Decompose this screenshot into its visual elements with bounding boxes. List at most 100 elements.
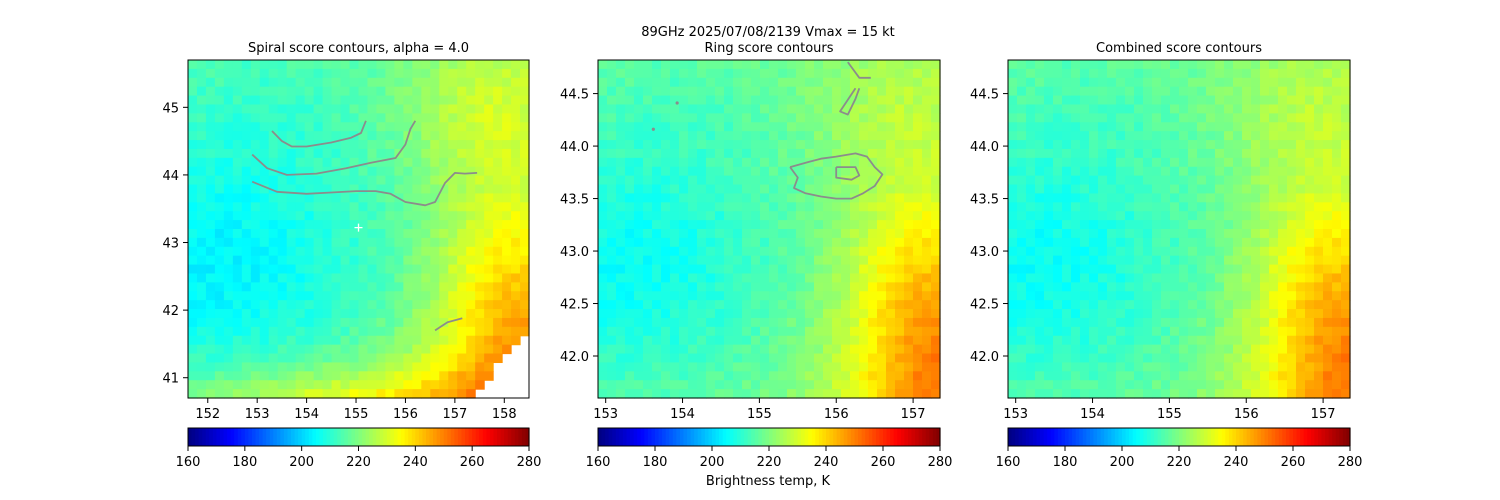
heatmap-cell xyxy=(598,389,608,399)
heatmap-cell xyxy=(1017,175,1027,186)
heatmap-cell xyxy=(412,264,422,275)
heatmap-cell xyxy=(1143,246,1153,257)
heatmap-cell xyxy=(1098,282,1108,292)
heatmap-cell xyxy=(268,380,279,390)
heatmap-cell xyxy=(724,131,734,141)
heatmap-cell xyxy=(223,175,234,186)
heatmap-cell xyxy=(277,68,288,79)
heatmap-cell xyxy=(1107,309,1117,319)
heatmap-cell xyxy=(394,166,404,177)
heatmap-cell xyxy=(1134,193,1144,203)
heatmap-cell xyxy=(304,184,315,195)
heatmap-cell xyxy=(670,246,680,257)
colorbar-tick-label: 200 xyxy=(289,455,314,470)
x-tick-label: 156 xyxy=(393,407,418,422)
heatmap-cell xyxy=(223,317,234,328)
heatmap-cell xyxy=(1251,264,1261,275)
heatmap-cell xyxy=(313,166,324,177)
heatmap-cell xyxy=(1233,60,1243,70)
heatmap-cell xyxy=(751,362,761,372)
heatmap-cell xyxy=(493,104,503,114)
heatmap-cell xyxy=(859,300,869,310)
heatmap-cell xyxy=(1197,166,1207,177)
heatmap-cell xyxy=(715,211,725,221)
heatmap-cell xyxy=(403,362,413,372)
heatmap-cell xyxy=(1242,371,1252,381)
heatmap-cell xyxy=(778,326,788,337)
heatmap-cell xyxy=(634,211,644,221)
heatmap-cell xyxy=(214,175,225,186)
heatmap-cell xyxy=(1188,317,1198,328)
heatmap-cell xyxy=(241,175,252,186)
heatmap-cell xyxy=(1116,309,1126,319)
heatmap-cell xyxy=(643,371,653,381)
heatmap-cell xyxy=(598,344,608,355)
heatmap-cell xyxy=(313,282,324,292)
heatmap-cell xyxy=(1260,193,1270,203)
heatmap-cell xyxy=(895,104,905,114)
heatmap-cell xyxy=(502,122,512,132)
heatmap-cell xyxy=(349,122,360,132)
heatmap-cell xyxy=(787,131,797,141)
heatmap-cell xyxy=(295,309,306,319)
heatmap-cell xyxy=(268,122,279,132)
heatmap-cell xyxy=(634,380,644,390)
heatmap-cell xyxy=(823,380,833,390)
colorbar-segment xyxy=(776,428,781,446)
heatmap-cell xyxy=(1134,300,1144,310)
heatmap-cell xyxy=(1251,344,1261,355)
heatmap-cell xyxy=(760,335,770,346)
heatmap-cell xyxy=(241,95,252,106)
heatmap-cell xyxy=(751,282,761,292)
heatmap-cell xyxy=(1260,113,1270,123)
heatmap-cell xyxy=(688,175,698,186)
heatmap-cell xyxy=(1224,202,1234,212)
heatmap-cell xyxy=(268,113,279,123)
heatmap-cell xyxy=(1017,157,1027,168)
heatmap-cell xyxy=(250,86,261,97)
heatmap-cell xyxy=(823,140,833,150)
heatmap-cell xyxy=(475,229,485,239)
heatmap-cell xyxy=(715,282,725,292)
heatmap-cell xyxy=(1152,148,1162,159)
heatmap-cell xyxy=(688,273,698,283)
heatmap-cell xyxy=(340,148,351,159)
heatmap-cell xyxy=(421,211,431,221)
heatmap-cell xyxy=(895,291,905,301)
heatmap-cell xyxy=(1323,300,1333,310)
heatmap-cell xyxy=(796,371,806,381)
heatmap-cell xyxy=(1260,380,1270,390)
heatmap-cell xyxy=(625,353,635,364)
heatmap-cell xyxy=(304,148,315,159)
heatmap-cell xyxy=(502,211,512,221)
heatmap-cell xyxy=(1170,140,1180,150)
colorbar-segment xyxy=(415,428,420,446)
heatmap-cell xyxy=(1215,77,1225,88)
heatmap-cell xyxy=(805,300,815,310)
heatmap-cell xyxy=(1296,335,1306,346)
heatmap-cell xyxy=(205,166,216,177)
heatmap-cell xyxy=(1179,282,1189,292)
heatmap-cell xyxy=(1080,86,1090,97)
colorbar-segment xyxy=(195,428,200,446)
heatmap-cell xyxy=(1179,113,1189,123)
heatmap-cell xyxy=(502,317,512,328)
heatmap-cell xyxy=(241,380,252,390)
heatmap-cell xyxy=(1296,273,1306,283)
heatmap-cell xyxy=(733,86,743,97)
heatmap-cell xyxy=(367,282,378,292)
heatmap-cell xyxy=(1323,229,1333,239)
heatmap-cell xyxy=(1008,255,1018,266)
heatmap-cell xyxy=(832,335,842,346)
colorbar-segment xyxy=(319,428,324,446)
heatmap-cell xyxy=(643,229,653,239)
heatmap-cell xyxy=(625,104,635,114)
heatmap-cell xyxy=(188,229,198,239)
heatmap-cell xyxy=(1134,353,1144,364)
heatmap-cell xyxy=(457,122,467,132)
heatmap-cell xyxy=(1071,202,1081,212)
heatmap-cell xyxy=(205,60,216,70)
heatmap-cell xyxy=(706,77,716,88)
heatmap-cell xyxy=(295,380,306,390)
heatmap-cell xyxy=(1098,95,1108,106)
